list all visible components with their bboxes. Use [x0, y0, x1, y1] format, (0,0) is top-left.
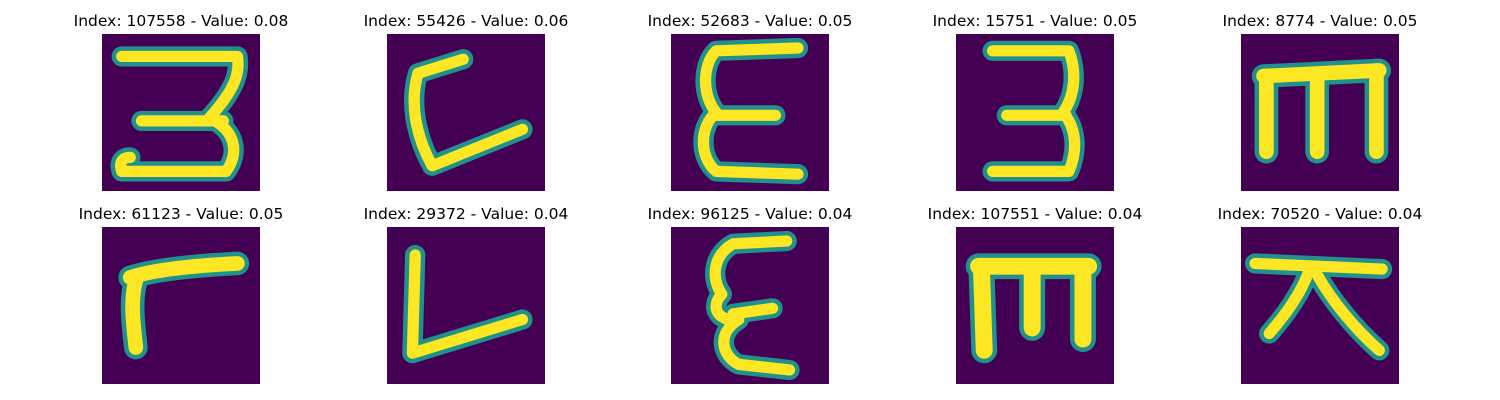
digit-3-glyph-image [102, 34, 260, 191]
panel-4: Index: 15751 - Value: 0.05 [905, 10, 1165, 200]
panel-3: Index: 52683 - Value: 0.05 [620, 10, 880, 200]
cross-glyph-image [1241, 227, 1399, 384]
panel-5: Index: 8774 - Value: 0.05 [1190, 10, 1450, 200]
panel-title: Index: 8774 - Value: 0.05 [1222, 12, 1418, 30]
panel-title: Index: 70520 - Value: 0.04 [1217, 205, 1423, 223]
panel-9: Index: 107551 - Value: 0.04 [905, 203, 1165, 393]
m-glyph-image [1241, 34, 1399, 191]
panel-title: Index: 107558 - Value: 0.08 [73, 12, 289, 30]
l-glyph-image [387, 227, 545, 384]
panel-title: Index: 107551 - Value: 0.04 [927, 205, 1143, 223]
panel-2: Index: 55426 - Value: 0.06 [336, 10, 596, 200]
panel-10: Index: 70520 - Value: 0.04 [1190, 203, 1450, 393]
digit-3-glyph-image [956, 34, 1114, 191]
panel-6: Index: 61123 - Value: 0.05 [51, 203, 311, 393]
panel-title: Index: 15751 - Value: 0.05 [932, 12, 1138, 30]
panel-8: Index: 96125 - Value: 0.04 [620, 203, 880, 393]
epsilon-glyph-image [671, 227, 829, 384]
panel-title: Index: 61123 - Value: 0.05 [78, 205, 284, 223]
panel-title: Index: 52683 - Value: 0.05 [647, 12, 853, 30]
panel-title: Index: 29372 - Value: 0.04 [363, 205, 569, 223]
epsilon-glyph-image [671, 34, 829, 191]
panel-title: Index: 96125 - Value: 0.04 [647, 205, 853, 223]
c-glyph-image [387, 34, 545, 191]
panel-title: Index: 55426 - Value: 0.06 [363, 12, 569, 30]
panel-1: Index: 107558 - Value: 0.08 [51, 10, 311, 200]
panel-7: Index: 29372 - Value: 0.04 [336, 203, 596, 393]
m-glyph-image [956, 227, 1114, 384]
r-glyph-image [102, 227, 260, 384]
